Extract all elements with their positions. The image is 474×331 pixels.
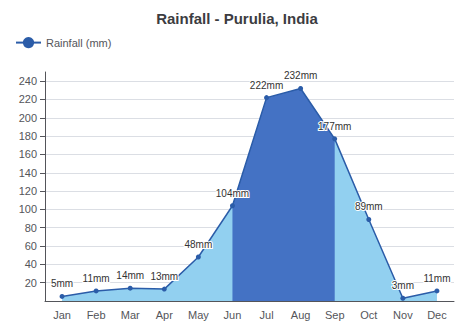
svg-text:Apr: Apr bbox=[156, 309, 173, 321]
svg-text:Jul: Jul bbox=[260, 309, 274, 321]
svg-text:Dec: Dec bbox=[427, 309, 447, 321]
svg-text:177mm: 177mm bbox=[318, 121, 351, 132]
svg-text:200: 200 bbox=[19, 112, 37, 124]
svg-text:11mm: 11mm bbox=[83, 273, 110, 284]
svg-text:48mm: 48mm bbox=[184, 239, 212, 250]
svg-text:160: 160 bbox=[19, 148, 37, 160]
svg-text:5mm: 5mm bbox=[51, 278, 73, 289]
svg-text:Feb: Feb bbox=[87, 309, 106, 321]
svg-text:20: 20 bbox=[25, 277, 37, 289]
svg-text:220: 220 bbox=[19, 93, 37, 105]
svg-text:May: May bbox=[188, 309, 209, 321]
svg-text:180: 180 bbox=[19, 130, 37, 142]
svg-text:Rainfall (mm): Rainfall (mm) bbox=[46, 37, 111, 49]
svg-text:Sep: Sep bbox=[325, 309, 345, 321]
svg-text:13mm: 13mm bbox=[150, 271, 178, 282]
svg-text:232mm: 232mm bbox=[284, 70, 317, 81]
svg-text:222mm: 222mm bbox=[250, 80, 283, 91]
svg-text:104mm: 104mm bbox=[216, 188, 249, 199]
svg-text:Nov: Nov bbox=[393, 309, 413, 321]
svg-text:120: 120 bbox=[19, 185, 37, 197]
svg-text:60: 60 bbox=[25, 240, 37, 252]
svg-text:Mar: Mar bbox=[121, 309, 140, 321]
svg-text:Jun: Jun bbox=[224, 309, 242, 321]
svg-text:14mm: 14mm bbox=[116, 270, 144, 281]
svg-text:240: 240 bbox=[19, 75, 37, 87]
svg-text:100: 100 bbox=[19, 203, 37, 215]
svg-text:Jan: Jan bbox=[53, 309, 71, 321]
svg-text:40: 40 bbox=[25, 258, 37, 270]
svg-text:80: 80 bbox=[25, 222, 37, 234]
svg-text:3mm: 3mm bbox=[392, 280, 414, 291]
svg-text:140: 140 bbox=[19, 167, 37, 179]
svg-text:11mm: 11mm bbox=[423, 273, 450, 284]
svg-text:89mm: 89mm bbox=[355, 201, 383, 212]
svg-text:Oct: Oct bbox=[360, 309, 377, 321]
svg-text:Rainfall - Purulia, India: Rainfall - Purulia, India bbox=[156, 10, 318, 27]
svg-text:Aug: Aug bbox=[291, 309, 311, 321]
